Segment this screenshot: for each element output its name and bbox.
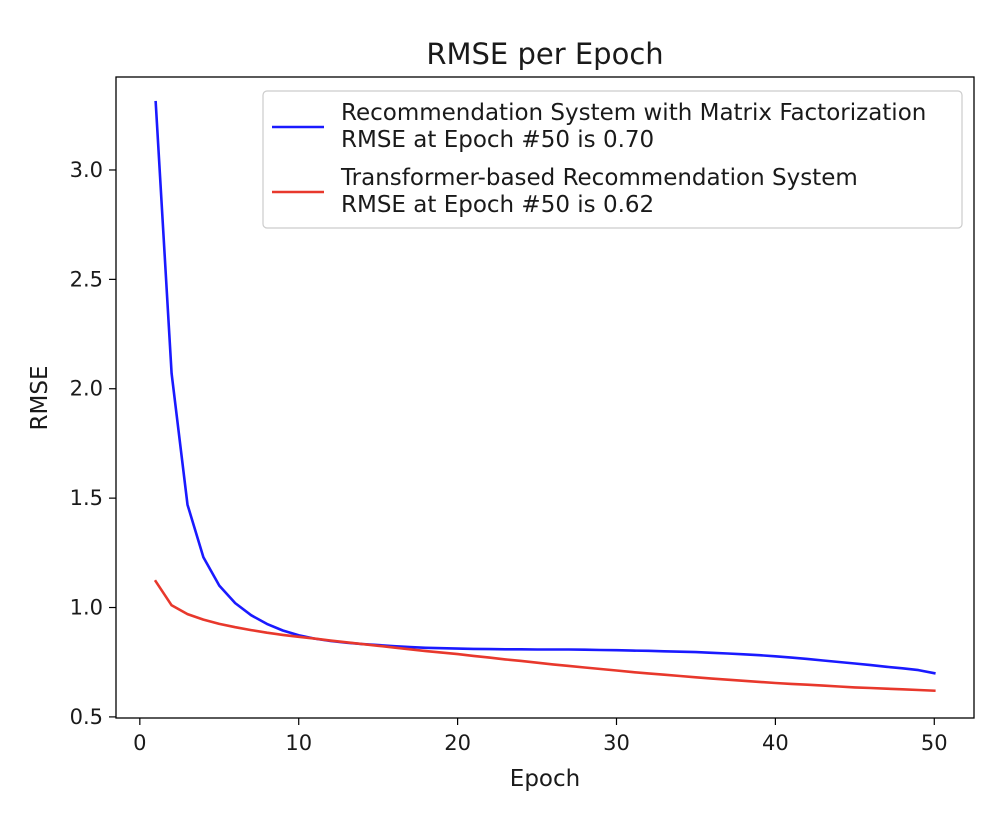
- legend-label-1: Recommendation System with Matrix Factor…: [341, 100, 926, 126]
- plot-frame: [115, 76, 975, 719]
- y-axis-label: RMSE: [27, 366, 53, 431]
- y-tick-label: 1.5: [70, 486, 103, 510]
- x-tick-label: 20: [444, 731, 471, 755]
- x-tick-label: 40: [762, 731, 789, 755]
- series-line-1: [154, 100, 936, 675]
- plot-area: [153, 100, 936, 693]
- x-tick-label: 0: [133, 731, 146, 755]
- series-line-2: [153, 579, 936, 693]
- x-tick-label: 30: [603, 731, 630, 755]
- chart-title: RMSE per Epoch: [426, 37, 663, 71]
- legend-box: [262, 90, 963, 229]
- y-tick-label: 3.0: [70, 158, 103, 182]
- y-axis-ticks: 0.5 1.0 1.5 2.0 2.5 3.0: [70, 158, 116, 729]
- legend: Recommendation System with Matrix Factor…: [262, 90, 963, 229]
- legend-label-2: RMSE at Epoch #50 is 0.62: [341, 192, 654, 218]
- x-axis-ticks: 0 10 20 30 40 50: [133, 718, 948, 755]
- y-tick-label: 1.0: [70, 596, 103, 620]
- legend-label-1: RMSE at Epoch #50 is 0.70: [341, 127, 654, 153]
- y-tick-label: 2.5: [70, 267, 103, 291]
- legend-label-2: Transformer-based Recommendation System: [340, 165, 858, 191]
- x-tick-label: 50: [921, 731, 948, 755]
- y-tick-label: 2.0: [70, 377, 103, 401]
- y-tick-label: 0.5: [70, 705, 103, 729]
- x-tick-label: 10: [285, 731, 312, 755]
- x-axis-label: Epoch: [510, 766, 580, 792]
